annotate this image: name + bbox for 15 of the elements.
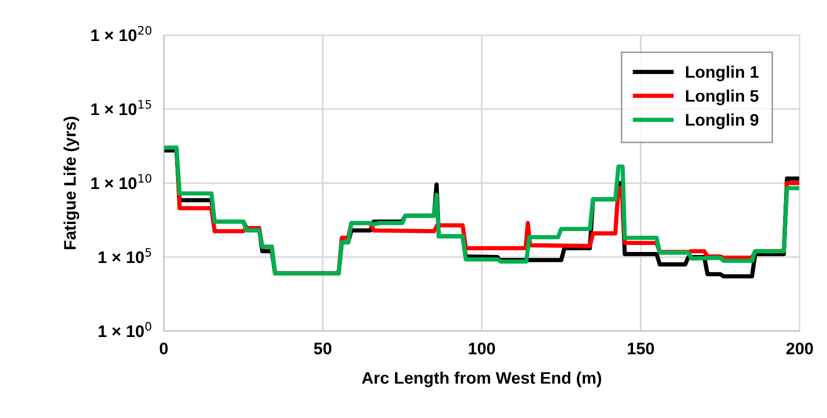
legend-label: Longlin 1 [686, 66, 759, 82]
y-tick-label: 1 × 10$^{0}$ [98, 322, 152, 338]
y-tick-label: 1 × 10$^{5}$ [98, 248, 151, 264]
x-tick-label: 0 [160, 342, 168, 354]
x-tick-label: 200 [786, 342, 813, 354]
x-tick-label: 50 [314, 342, 332, 354]
x-tick-label: 100 [468, 342, 495, 354]
legend-label: Longlin 9 [686, 114, 758, 130]
legend-label: Longlin 5 [686, 90, 759, 106]
y-tick-label: 1 × 10$^{15}$ [91, 100, 152, 116]
y-tick-label: 1 × 10$^{10}$ [91, 174, 152, 190]
y-axis-title: Fatigue Life (yrs) [64, 116, 80, 250]
y-tick-label: 1 × 10$^{20}$ [91, 26, 152, 42]
x-tick-label: 150 [628, 342, 654, 354]
x-axis-title: Arc Length from West End (m) [362, 372, 602, 388]
